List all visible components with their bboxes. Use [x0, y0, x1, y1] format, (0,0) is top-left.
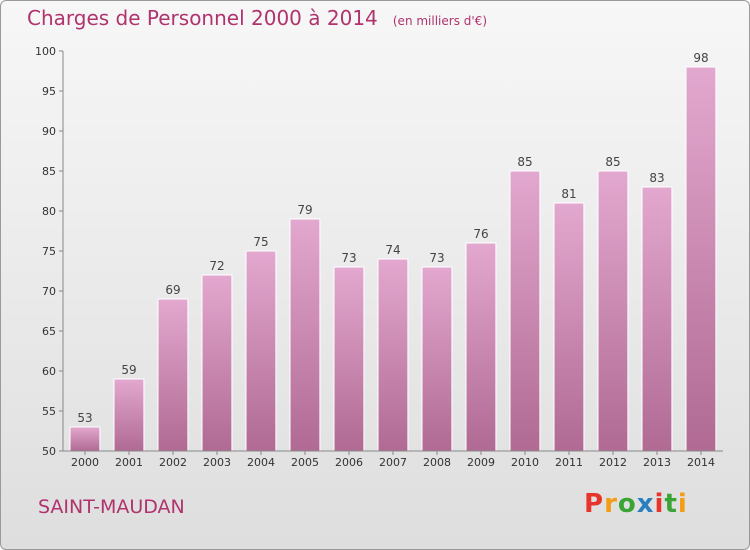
y-tick-label-75: 75: [42, 245, 56, 258]
x-tick-label-2013: 2013: [643, 456, 671, 469]
y-tick-label-95: 95: [42, 85, 56, 98]
x-tick-label-2008: 2008: [423, 456, 451, 469]
bar-2004: [245, 250, 277, 452]
data-label-2005: 79: [297, 203, 312, 217]
x-tick-label-2010: 2010: [511, 456, 539, 469]
bars-layer: 53 59 69 72 75 79 73 74 73 76 85 81 85 83 98: [69, 51, 717, 452]
city-name: SAINT-MAUDAN: [38, 496, 185, 518]
bar-2012: [597, 170, 629, 452]
bar-2000: [69, 426, 101, 452]
y-tick-label-90: 90: [42, 125, 56, 138]
bar-2010: [509, 170, 541, 452]
proxiti-logo: Proxiti: [584, 489, 688, 519]
data-label-2000: 53: [77, 411, 92, 425]
logo-letter: o: [617, 489, 637, 519]
data-label-2012: 85: [605, 155, 620, 169]
data-label-2014: 98: [693, 51, 708, 65]
data-label-2001: 59: [121, 363, 136, 377]
data-label-2004: 75: [253, 235, 268, 249]
x-tick-label-2007: 2007: [379, 456, 407, 469]
y-tick-label-60: 60: [42, 365, 56, 378]
logo-letter: r: [604, 489, 618, 519]
x-tick-label-2001: 2001: [115, 456, 143, 469]
chart-title: Charges de Personnel 2000 à 2014: [27, 6, 378, 30]
x-tick-label-2014: 2014: [687, 456, 715, 469]
x-tick-label-2012: 2012: [599, 456, 627, 469]
bar-2006: [333, 266, 365, 452]
bar-2009: [465, 242, 497, 452]
bar-2008: [421, 266, 453, 452]
logo-letter: i: [677, 489, 688, 519]
y-tick-label-50: 50: [42, 445, 56, 458]
data-label-2003: 72: [209, 259, 224, 273]
y-tick-label-85: 85: [42, 165, 56, 178]
axes: 2000 2001 2002 2003 2004 2005 2006 2007 2008 2009…: [35, 45, 723, 469]
data-label-2011: 81: [561, 187, 576, 201]
x-tick-label-2000: 2000: [71, 456, 99, 469]
data-label-2010: 85: [517, 155, 532, 169]
data-label-2007: 74: [385, 243, 400, 257]
chart-unit: (en milliers d'€): [392, 14, 487, 28]
logo-letter: x: [636, 489, 655, 519]
data-label-2006: 73: [341, 251, 356, 265]
y-tick-label-100: 100: [35, 45, 56, 58]
y-tick-label-55: 55: [42, 405, 56, 418]
x-tick-label-2003: 2003: [203, 456, 231, 469]
title-row: Charges de Personnel 2000 à 2014 (en mil…: [27, 6, 487, 30]
data-label-2013: 83: [649, 171, 664, 185]
x-tick-label-2011: 2011: [555, 456, 583, 469]
x-tick-label-2002: 2002: [159, 456, 187, 469]
data-label-2009: 76: [473, 227, 488, 241]
bar-2011: [553, 202, 585, 452]
bar-2014: [685, 66, 717, 452]
bar-2007: [377, 258, 409, 452]
x-tick-label-2006: 2006: [335, 456, 363, 469]
data-label-2002: 69: [165, 283, 180, 297]
x-tick-label-2004: 2004: [247, 456, 275, 469]
logo-letter: P: [584, 489, 605, 519]
logo-letter: i: [654, 489, 665, 519]
x-tick-label-2009: 2009: [467, 456, 495, 469]
bar-2001: [113, 378, 145, 452]
bar-2002: [157, 298, 189, 452]
y-tick-label-80: 80: [42, 205, 56, 218]
data-label-2008: 73: [429, 251, 444, 265]
bar-2005: [289, 218, 321, 452]
x-tick-label-2005: 2005: [291, 456, 319, 469]
bar-2003: [201, 274, 233, 452]
y-tick-label-65: 65: [42, 325, 56, 338]
y-tick-label-70: 70: [42, 285, 56, 298]
bar-2013: [641, 186, 673, 452]
logo-letter: t: [664, 489, 678, 519]
